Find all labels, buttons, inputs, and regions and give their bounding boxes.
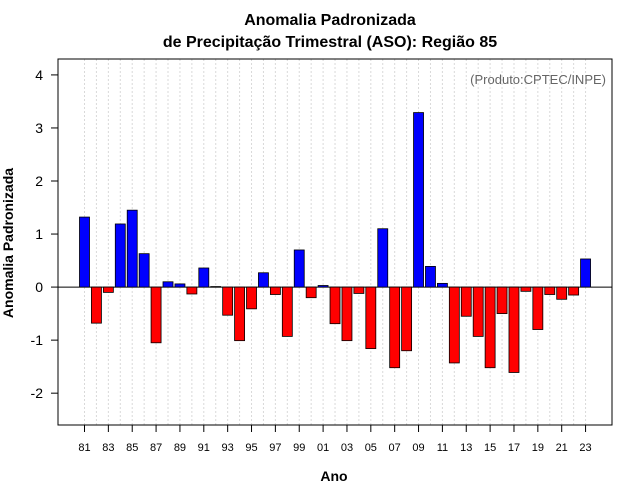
bar-19	[532, 286, 544, 330]
y-tick-label: 4	[35, 67, 43, 83]
y-tick-label: 2	[35, 173, 43, 189]
y-tick-label: -1	[31, 332, 44, 348]
plot-frame	[57, 58, 613, 426]
x-tick-label: 05	[365, 442, 377, 454]
x-tick-label: 95	[245, 442, 257, 454]
x-tick-label: 93	[222, 442, 234, 454]
bar-81	[79, 216, 90, 288]
bar-14	[472, 286, 484, 337]
bar-89	[174, 283, 186, 288]
bar-12	[448, 286, 460, 364]
x-tick-label: 01	[317, 442, 329, 454]
bar-15	[484, 286, 496, 369]
x-tick-label: 83	[102, 442, 114, 454]
bar-09	[413, 112, 424, 288]
x-tick-label: 85	[126, 442, 138, 454]
credit-annotation: (Produto:CPTEC/INPE)	[470, 72, 606, 87]
bar-82	[91, 286, 102, 324]
bar-98	[281, 286, 293, 337]
bar-02	[329, 286, 341, 325]
bar-11	[436, 282, 448, 288]
bar-08	[401, 286, 413, 352]
x-axis-label: Ano	[320, 468, 347, 484]
bar-91	[198, 267, 210, 288]
x-tick-label: 13	[460, 442, 472, 454]
bar-07	[389, 286, 401, 369]
x-tick-label: 81	[78, 442, 90, 454]
x-tick-label: 21	[556, 442, 568, 454]
bar-01	[317, 285, 329, 288]
x-tick-label: 23	[579, 442, 591, 454]
bar-13	[460, 286, 472, 317]
bar-85	[126, 209, 138, 288]
bar-05	[365, 286, 377, 350]
x-tick-label: 11	[437, 442, 448, 454]
y-tick-label: -2	[31, 385, 44, 401]
x-tick-label: 15	[484, 442, 496, 454]
x-tick-label: 17	[508, 442, 520, 454]
bars	[79, 112, 591, 373]
x-tick-label: 87	[150, 442, 162, 454]
bar-87	[150, 286, 162, 344]
bar-22	[568, 286, 580, 296]
bar-06	[377, 228, 389, 288]
y-tick-label: 3	[35, 120, 43, 136]
y-axis: -2 -1 0 1 2 3 4	[31, 67, 58, 401]
y-tick-label: 0	[35, 279, 43, 295]
chart-title: Anomalia Padronizada	[244, 12, 416, 29]
bar-17	[508, 286, 520, 373]
x-tick-label: 07	[389, 442, 401, 454]
bar-94	[234, 286, 245, 342]
bar-18	[520, 286, 532, 292]
bar-92	[210, 286, 222, 288]
bar-97	[269, 286, 281, 295]
bar-20	[544, 286, 556, 295]
x-tick-label: 99	[293, 442, 305, 454]
bar-93	[222, 286, 234, 316]
bar-96	[258, 272, 269, 288]
bar-86	[138, 253, 150, 288]
x-tick-label: 19	[532, 442, 544, 454]
bar-23	[580, 258, 591, 288]
bar-88	[162, 281, 174, 288]
bar-21	[556, 286, 568, 300]
bar-03	[341, 286, 353, 342]
y-axis-label: Anomalia Padronizada	[0, 168, 16, 318]
bar-99	[293, 249, 305, 288]
bar-16	[496, 286, 508, 315]
bar-00	[305, 286, 317, 299]
bar-04	[353, 286, 365, 294]
x-tick-label: 89	[174, 442, 186, 454]
chart-subtitle: de Precipitação Trimestral (ASO): Região…	[163, 34, 497, 51]
x-tick-label: 91	[198, 442, 210, 454]
bar-95	[246, 286, 257, 310]
bar-83	[102, 286, 114, 293]
x-axis: 81 83 85 87 89 91 93 95 97 99 01 03 05 07 09 11 13 15 17 19…	[78, 425, 592, 454]
y-tick-label: 1	[35, 226, 43, 242]
x-tick-label: 03	[341, 442, 353, 454]
bar-10	[425, 265, 436, 288]
x-tick-label: 97	[269, 442, 281, 454]
x-tick-label: 09	[412, 442, 424, 454]
bar-84	[114, 223, 126, 288]
bar-90	[186, 286, 198, 295]
